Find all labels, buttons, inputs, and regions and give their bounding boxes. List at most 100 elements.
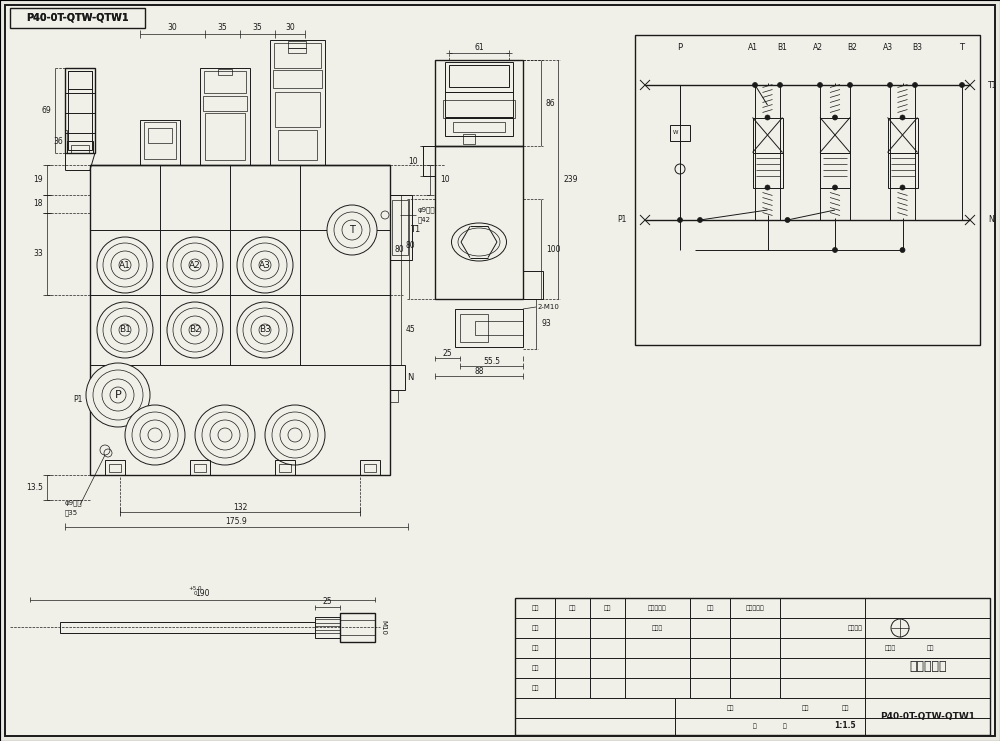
- Circle shape: [912, 82, 918, 87]
- Circle shape: [765, 185, 770, 190]
- Circle shape: [778, 82, 782, 87]
- Bar: [275, 92, 320, 127]
- Text: 25: 25: [323, 597, 332, 605]
- Bar: [888, 118, 918, 153]
- Bar: [218, 69, 232, 75]
- Bar: [144, 122, 176, 159]
- Bar: [435, 60, 523, 146]
- Text: 三联多路阀: 三联多路阀: [909, 659, 947, 673]
- Text: φ9沉孔: φ9沉孔: [65, 499, 83, 506]
- Text: A1: A1: [748, 42, 758, 52]
- Polygon shape: [12, 613, 62, 642]
- Bar: [753, 118, 782, 153]
- Text: +5.0: +5.0: [188, 586, 202, 591]
- Text: 版本号: 版本号: [884, 645, 896, 651]
- Circle shape: [832, 185, 838, 190]
- Bar: [390, 195, 412, 260]
- Circle shape: [848, 82, 852, 87]
- Bar: [423, 146, 435, 176]
- Bar: [445, 62, 513, 92]
- Text: 80: 80: [406, 241, 416, 250]
- Bar: [279, 464, 291, 472]
- Circle shape: [832, 247, 838, 253]
- Circle shape: [900, 185, 905, 190]
- Text: 审核: 审核: [531, 665, 539, 671]
- Text: P40-0T-QTW-QTW1: P40-0T-QTW-QTW1: [881, 711, 976, 720]
- Circle shape: [678, 218, 682, 222]
- Text: 校对: 校对: [531, 645, 539, 651]
- Text: 数量: 数量: [568, 605, 576, 611]
- Text: B2: B2: [847, 42, 857, 52]
- Bar: [67, 141, 93, 153]
- Bar: [270, 40, 325, 165]
- Circle shape: [97, 237, 153, 293]
- Text: 0: 0: [193, 591, 197, 596]
- Bar: [635, 35, 980, 345]
- Circle shape: [698, 218, 702, 222]
- Text: 35: 35: [218, 22, 227, 32]
- Text: 30: 30: [285, 22, 295, 32]
- Bar: [288, 48, 306, 53]
- Circle shape: [960, 82, 964, 87]
- Text: 10: 10: [440, 176, 450, 185]
- Text: B1: B1: [777, 42, 787, 52]
- Bar: [455, 309, 523, 347]
- Text: W: W: [673, 130, 679, 136]
- Circle shape: [818, 82, 822, 87]
- Text: 19: 19: [33, 176, 43, 185]
- Text: N: N: [407, 373, 413, 382]
- Text: 80: 80: [394, 245, 404, 253]
- Text: A3: A3: [259, 261, 271, 270]
- Text: P40-0T-QTW-QTW1: P40-0T-QTW-QTW1: [26, 13, 129, 23]
- Bar: [820, 153, 850, 187]
- Bar: [360, 460, 380, 475]
- Bar: [68, 71, 92, 89]
- Circle shape: [785, 218, 790, 222]
- Bar: [435, 146, 523, 299]
- Bar: [364, 464, 376, 472]
- Text: 18: 18: [34, 199, 43, 208]
- Text: 239: 239: [563, 174, 578, 184]
- Text: T: T: [349, 225, 355, 235]
- Circle shape: [167, 302, 223, 358]
- Text: B1: B1: [119, 325, 131, 334]
- Bar: [453, 122, 505, 132]
- Bar: [105, 460, 125, 475]
- Text: T: T: [960, 42, 964, 52]
- Text: B3: B3: [912, 42, 922, 52]
- Text: 175.9: 175.9: [226, 517, 247, 527]
- Text: 10: 10: [408, 156, 418, 165]
- Bar: [288, 41, 306, 48]
- Bar: [445, 118, 513, 136]
- Text: P: P: [115, 390, 121, 400]
- Text: 设计: 设计: [531, 625, 539, 631]
- Bar: [274, 43, 321, 68]
- Bar: [278, 130, 317, 160]
- Text: 年、月、日: 年、月、日: [746, 605, 764, 611]
- Text: A3: A3: [883, 42, 893, 52]
- Text: 35: 35: [253, 22, 262, 32]
- Bar: [475, 321, 523, 335]
- Text: A2: A2: [813, 42, 823, 52]
- Bar: [90, 165, 390, 475]
- Text: 93: 93: [541, 319, 551, 328]
- Bar: [670, 125, 690, 141]
- Text: A2: A2: [189, 261, 201, 270]
- Text: 33: 33: [33, 250, 43, 259]
- Circle shape: [167, 237, 223, 293]
- Text: 深35: 深35: [65, 510, 78, 516]
- Bar: [463, 134, 475, 144]
- Text: M10: M10: [380, 619, 386, 634]
- Bar: [194, 464, 206, 472]
- Text: 签名: 签名: [706, 605, 714, 611]
- Circle shape: [753, 82, 758, 87]
- Text: 标记: 标记: [531, 605, 539, 611]
- Text: 36: 36: [53, 138, 63, 147]
- Bar: [205, 113, 245, 160]
- Circle shape: [86, 363, 150, 427]
- Bar: [275, 460, 295, 475]
- Bar: [71, 145, 89, 153]
- Bar: [460, 314, 488, 342]
- Bar: [888, 153, 918, 187]
- Circle shape: [888, 82, 893, 87]
